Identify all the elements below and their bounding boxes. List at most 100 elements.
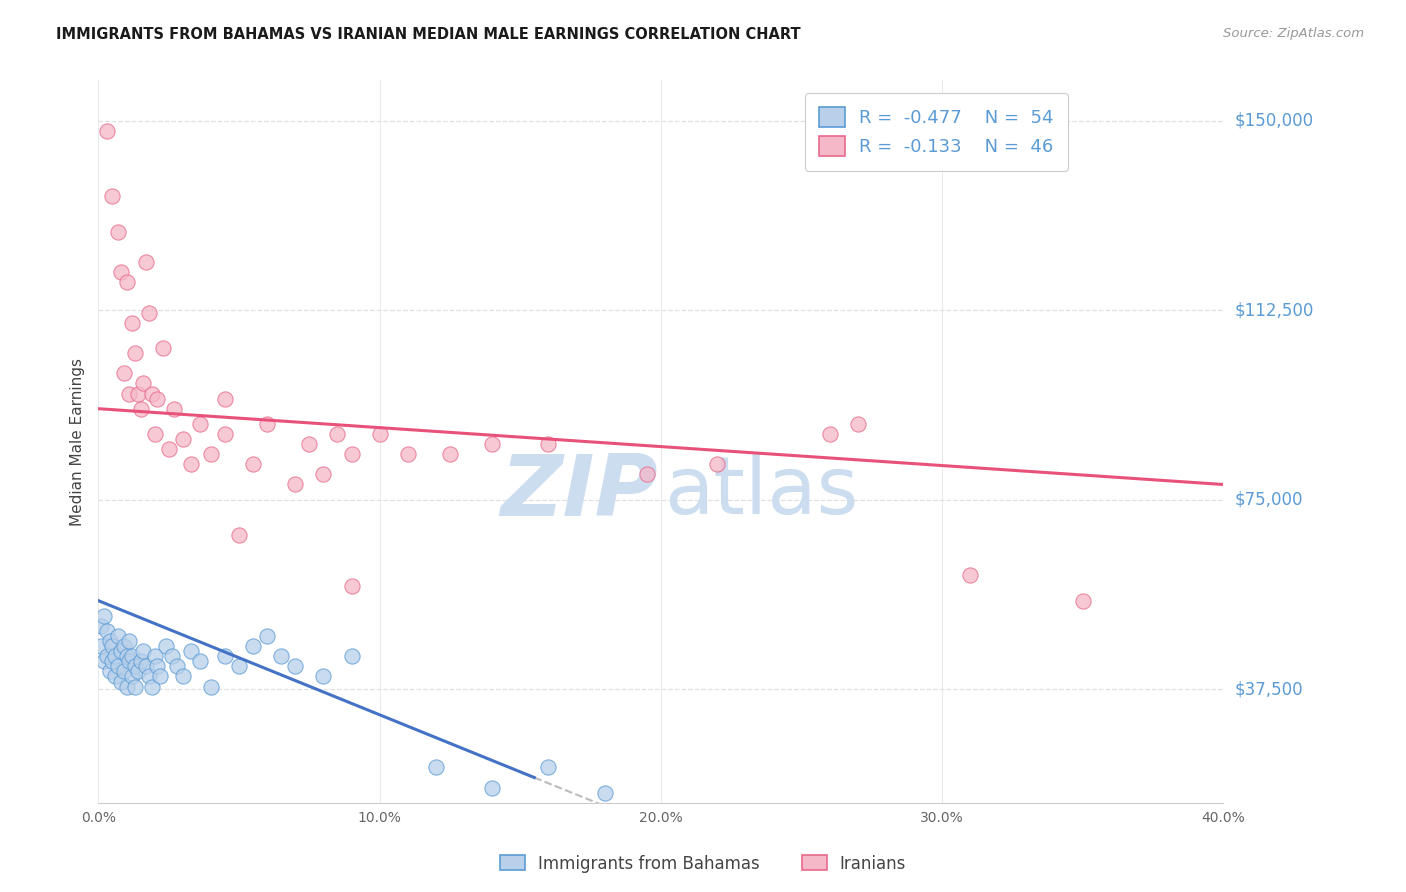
Point	[96, 124, 118, 138]
Point	[115, 680, 138, 694]
Point	[163, 401, 186, 416]
Point	[256, 417, 278, 431]
Point	[172, 669, 194, 683]
Point	[439, 447, 461, 461]
Point	[141, 680, 163, 694]
Point	[256, 629, 278, 643]
Point	[228, 659, 250, 673]
Point	[112, 665, 135, 679]
Legend: Immigrants from Bahamas, Iranians: Immigrants from Bahamas, Iranians	[494, 848, 912, 880]
Point	[127, 665, 149, 679]
Point	[155, 639, 177, 653]
Legend: R =  -0.477    N =  54, R =  -0.133    N =  46: R = -0.477 N = 54, R = -0.133 N = 46	[804, 93, 1069, 170]
Point	[143, 427, 166, 442]
Point	[284, 477, 307, 491]
Point	[298, 437, 321, 451]
Point	[90, 619, 112, 633]
Y-axis label: Median Male Earnings: Median Male Earnings	[69, 358, 84, 525]
Text: $75,000: $75,000	[1234, 491, 1303, 508]
Point	[959, 568, 981, 582]
Point	[132, 644, 155, 658]
Point	[166, 659, 188, 673]
Point	[340, 578, 363, 592]
Point	[135, 659, 157, 673]
Point	[481, 780, 503, 795]
Point	[396, 447, 419, 461]
Point	[846, 417, 869, 431]
Point	[118, 386, 141, 401]
Point	[90, 639, 112, 653]
Point	[270, 649, 292, 664]
Point	[115, 649, 138, 664]
Point	[124, 659, 146, 673]
Point	[121, 669, 143, 683]
Point	[180, 644, 202, 658]
Text: atlas: atlas	[664, 453, 859, 531]
Point	[200, 680, 222, 694]
Point	[112, 367, 135, 381]
Point	[143, 649, 166, 664]
Point	[214, 392, 236, 406]
Point	[96, 649, 118, 664]
Point	[312, 467, 335, 482]
Point	[152, 341, 174, 355]
Point	[101, 654, 124, 668]
Point	[104, 649, 127, 664]
Point	[188, 417, 211, 431]
Point	[101, 639, 124, 653]
Point	[98, 634, 121, 648]
Point	[93, 608, 115, 623]
Point	[118, 634, 141, 648]
Point	[537, 760, 560, 774]
Point	[149, 669, 172, 683]
Point	[107, 225, 129, 239]
Text: $112,500: $112,500	[1234, 301, 1313, 319]
Point	[326, 427, 349, 442]
Point	[180, 457, 202, 471]
Point	[146, 659, 169, 673]
Point	[368, 427, 391, 442]
Point	[101, 189, 124, 203]
Point	[118, 654, 141, 668]
Point	[340, 649, 363, 664]
Point	[284, 659, 307, 673]
Point	[121, 316, 143, 330]
Point	[340, 447, 363, 461]
Point	[160, 649, 183, 664]
Point	[537, 437, 560, 451]
Point	[98, 665, 121, 679]
Point	[172, 432, 194, 446]
Point	[188, 654, 211, 668]
Point	[127, 386, 149, 401]
Point	[129, 401, 152, 416]
Text: $150,000: $150,000	[1234, 112, 1313, 129]
Point	[129, 654, 152, 668]
Point	[242, 639, 264, 653]
Point	[124, 346, 146, 360]
Point	[200, 447, 222, 461]
Point	[112, 639, 135, 653]
Point	[110, 644, 132, 658]
Text: Source: ZipAtlas.com: Source: ZipAtlas.com	[1223, 27, 1364, 40]
Point	[132, 376, 155, 391]
Point	[214, 427, 236, 442]
Point	[93, 654, 115, 668]
Point	[312, 669, 335, 683]
Point	[228, 528, 250, 542]
Point	[135, 255, 157, 269]
Point	[146, 392, 169, 406]
Point	[636, 467, 658, 482]
Point	[706, 457, 728, 471]
Point	[593, 786, 616, 800]
Point	[425, 760, 447, 774]
Text: ZIP: ZIP	[499, 450, 658, 533]
Point	[104, 669, 127, 683]
Point	[96, 624, 118, 638]
Point	[214, 649, 236, 664]
Point	[157, 442, 180, 456]
Text: $37,500: $37,500	[1234, 680, 1303, 698]
Point	[107, 629, 129, 643]
Point	[124, 680, 146, 694]
Point	[138, 306, 160, 320]
Point	[138, 669, 160, 683]
